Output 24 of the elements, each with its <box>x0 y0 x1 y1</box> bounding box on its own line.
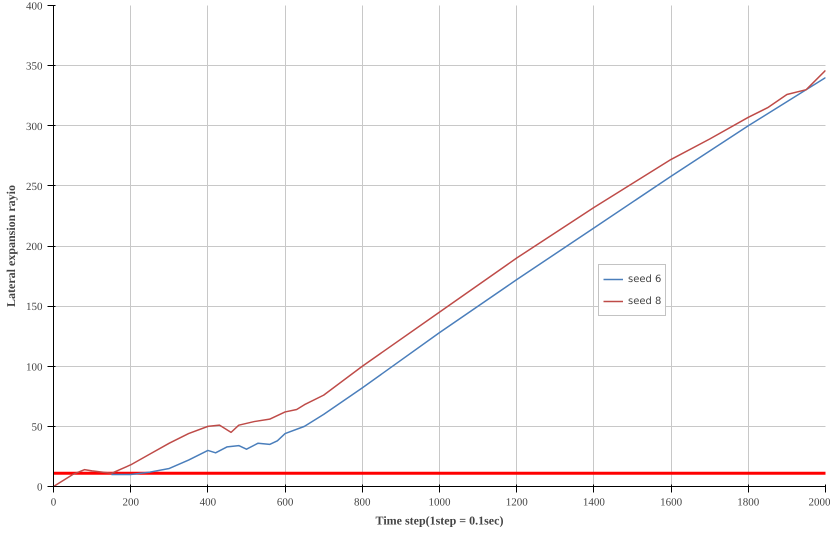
x-axis-title: Time step(1step = 0.1sec) <box>376 514 504 528</box>
y-tick-label: 250 <box>26 180 43 193</box>
y-tick-label: 0 <box>37 482 43 494</box>
y-tick-label: 350 <box>26 60 43 73</box>
x-tick-label: 400 <box>200 496 217 508</box>
x-tick-label: 800 <box>354 496 372 508</box>
y-tick-label: 400 <box>26 0 43 12</box>
y-tick-label: 50 <box>32 421 43 434</box>
y-tick-label: 300 <box>26 120 43 133</box>
x-tick-label: 2000 <box>808 496 831 508</box>
y-tick-label: 150 <box>26 301 43 314</box>
y-tick-label: 200 <box>26 241 43 253</box>
x-tick-label: 1800 <box>737 496 760 508</box>
x-tick-label: 200 <box>122 496 140 508</box>
x-tick-label: 1000 <box>428 496 451 508</box>
y-tick-label: 100 <box>26 361 43 374</box>
x-tick-label: 1200 <box>506 496 528 508</box>
x-tick-label: 1600 <box>660 496 683 508</box>
x-tick-label: 0 <box>50 496 57 508</box>
legend-label: seed 6 <box>628 274 662 284</box>
x-tick-label: 600 <box>276 496 294 508</box>
legend-label: seed 8 <box>628 296 662 306</box>
x-tick-label: 1400 <box>582 496 606 508</box>
y-axis-title: Lateral expansion rayio <box>4 185 18 307</box>
